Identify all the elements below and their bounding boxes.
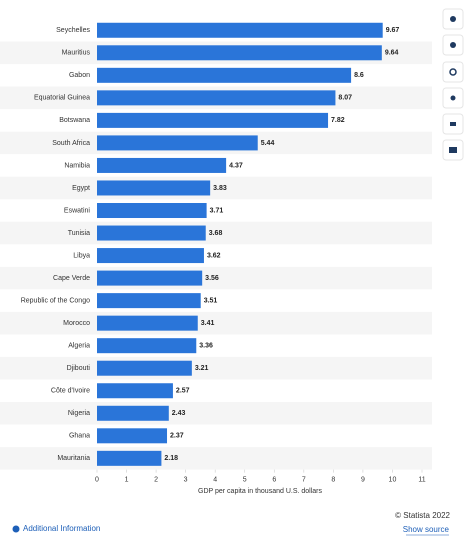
- value-label: 2.18: [164, 455, 178, 462]
- bar: [97, 450, 162, 466]
- icon: [449, 147, 457, 153]
- bar: [97, 45, 382, 61]
- bar: [97, 22, 383, 38]
- y-tick-label: Equatorial Guinea: [34, 95, 90, 102]
- y-tick-label: Botswana: [59, 117, 90, 124]
- bar: [97, 293, 201, 309]
- x-tick-label: 3: [184, 476, 188, 483]
- value-label: 3.62: [207, 252, 221, 259]
- x-tick-label: 9: [361, 476, 365, 483]
- value-label: 8.6: [354, 72, 364, 79]
- x-tick-label: 8: [331, 476, 335, 483]
- x-tick-label: 1: [125, 476, 129, 483]
- x-tick-label: 11: [418, 476, 425, 483]
- bar: [97, 112, 329, 128]
- bar: [97, 383, 173, 399]
- bar: [97, 225, 206, 241]
- row-band: [0, 356, 432, 380]
- bar: [97, 338, 197, 354]
- bar: [97, 360, 192, 376]
- icon: [450, 16, 456, 22]
- value-label: 9.64: [385, 50, 399, 57]
- bar: [97, 203, 207, 219]
- bar: [97, 428, 168, 444]
- bar: [97, 90, 336, 106]
- y-tick-label: Seychelles: [56, 27, 90, 34]
- icon: [450, 42, 456, 48]
- icon: [450, 122, 456, 126]
- value-label: 3.21: [195, 365, 209, 372]
- info-icon: [12, 525, 20, 533]
- y-tick-label: Namibia: [64, 162, 90, 169]
- value-label: 2.57: [176, 388, 190, 395]
- x-tick-label: 0: [95, 476, 99, 483]
- bar: [97, 315, 198, 331]
- value-label: 5.44: [261, 140, 275, 147]
- value-label: 2.37: [170, 433, 184, 440]
- value-label: 4.37: [229, 162, 243, 169]
- bar: [97, 270, 203, 286]
- y-tick-label: Eswatini: [64, 207, 91, 214]
- value-label: 2.43: [172, 410, 186, 417]
- y-tick-label: Algeria: [68, 343, 90, 350]
- y-tick-label: Tunisia: [68, 230, 90, 237]
- icon: [449, 68, 457, 76]
- y-tick-label: Cape Verde: [53, 275, 90, 282]
- copyright: © Statista 2022: [395, 511, 450, 520]
- toolbar: [442, 8, 464, 161]
- x-tick-label: 5: [243, 476, 247, 483]
- x-axis-label: GDP per capita in thousand U.S. dollars: [198, 488, 322, 495]
- x-tick-label: 10: [389, 476, 397, 483]
- bar: [97, 157, 227, 173]
- y-tick-label: Côte d'Ivoire: [51, 388, 90, 395]
- x-tick-label: 6: [272, 476, 276, 483]
- row-band: [0, 402, 432, 425]
- y-tick-label: Morocco: [63, 320, 90, 327]
- bar: [97, 67, 352, 83]
- bar: [97, 135, 258, 151]
- y-tick-label: Libya: [73, 252, 90, 259]
- bar: [97, 180, 211, 196]
- y-tick-label: Djibouti: [67, 365, 91, 372]
- y-tick-label: Gabon: [69, 72, 90, 79]
- value-label: 3.36: [199, 343, 213, 350]
- y-tick-label: Republic of the Congo: [21, 297, 90, 304]
- x-tick-label: 2: [154, 476, 158, 483]
- y-tick-label: Mauritania: [57, 455, 90, 462]
- y-tick-label: Ghana: [69, 433, 90, 440]
- y-tick-label: Mauritius: [62, 50, 91, 57]
- y-tick-label: Nigeria: [68, 410, 90, 417]
- y-tick-label: South Africa: [52, 140, 90, 147]
- x-tick-label: 7: [302, 476, 306, 483]
- y-tick-label: Egypt: [72, 185, 90, 192]
- value-label: 3.68: [209, 230, 223, 237]
- settings-button[interactable]: [442, 61, 464, 83]
- bar: [97, 248, 204, 264]
- value-label: 7.82: [331, 117, 345, 124]
- additional-info-link[interactable]: Additional Information: [23, 524, 100, 533]
- value-label: 3.41: [201, 320, 215, 327]
- value-label: 3.83: [213, 185, 227, 192]
- value-label: 3.56: [205, 275, 219, 282]
- value-label: 3.71: [210, 207, 224, 214]
- value-label: 3.51: [204, 297, 218, 304]
- x-tick-label: 4: [213, 476, 217, 483]
- icon: [450, 95, 456, 101]
- value-label: 8.07: [338, 95, 352, 102]
- value-label: 9.67: [386, 27, 400, 34]
- show-source-link[interactable]: Show source: [403, 525, 450, 534]
- bar: [97, 405, 169, 421]
